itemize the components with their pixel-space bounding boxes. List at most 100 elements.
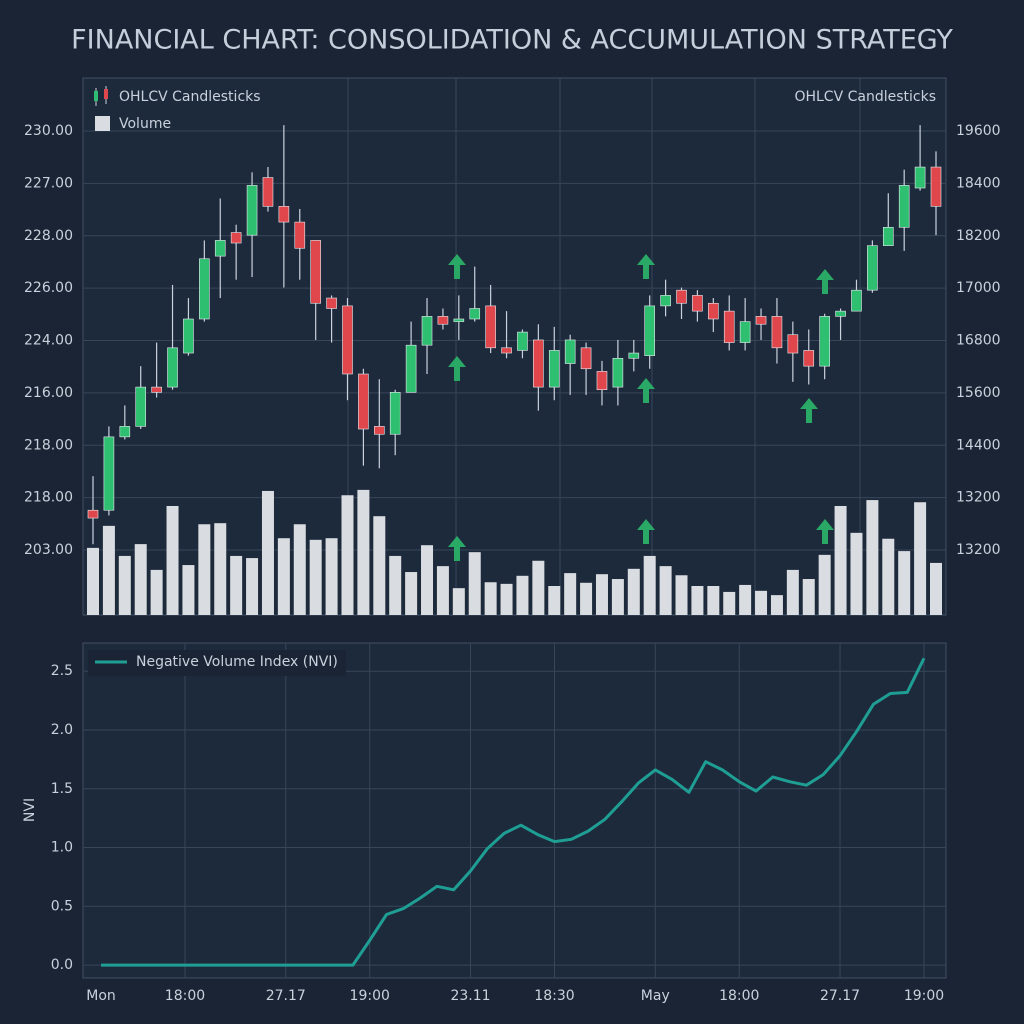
price-panel xyxy=(82,77,947,616)
volume-bar xyxy=(611,579,624,615)
candle-body xyxy=(755,316,767,325)
candle-body xyxy=(930,166,942,207)
volume-bar xyxy=(723,591,736,615)
candle-body xyxy=(787,334,799,354)
arrow xyxy=(800,398,818,423)
y-tick-label: 227.00 xyxy=(24,175,73,191)
volume-bar xyxy=(659,566,672,615)
y2-tick-label: 16800 xyxy=(956,333,1001,349)
volume-bar xyxy=(373,516,386,615)
candle-body xyxy=(246,185,258,236)
volume-bar xyxy=(770,595,783,615)
candle-body xyxy=(87,509,99,519)
volume-bar xyxy=(468,552,481,615)
candle-body xyxy=(898,185,910,228)
arrow xyxy=(816,519,834,544)
y-tick-label: 228.00 xyxy=(24,228,73,244)
candle-body xyxy=(548,350,560,388)
volume-bar xyxy=(914,502,927,615)
candle-body xyxy=(914,166,926,189)
volume-bar xyxy=(246,558,259,615)
arrow xyxy=(637,254,655,279)
volume-bar xyxy=(755,590,768,615)
x-tick-label: 27.17 xyxy=(820,988,860,1004)
volume-bar xyxy=(834,505,847,615)
volume-bar xyxy=(882,538,895,615)
candle-body xyxy=(596,371,608,391)
legend-swatch xyxy=(95,116,110,131)
volume-bar xyxy=(516,575,529,615)
x-tick-label: May xyxy=(641,988,670,1004)
y-tick-label: 0.0 xyxy=(51,957,73,973)
candle-body xyxy=(580,347,592,370)
volume-bar xyxy=(643,555,656,615)
volume-bar xyxy=(580,582,593,615)
candle-body xyxy=(803,350,815,367)
candle-body xyxy=(628,352,640,359)
legend-label: Negative Volume Index (NVI) xyxy=(136,654,338,670)
candle-body xyxy=(644,305,655,356)
volume-bar xyxy=(293,524,306,615)
y2-tick-label: 18400 xyxy=(956,175,1001,191)
volume-bar xyxy=(500,583,513,615)
volume-bar xyxy=(325,538,338,615)
volume-bar xyxy=(118,555,131,615)
legend: OHLCV Candlesticks Volume OHLCV Candlest… xyxy=(94,86,936,132)
legend-label: OHLCV Candlesticks xyxy=(119,89,261,105)
candle-body xyxy=(103,436,115,511)
volume-bar xyxy=(866,500,879,615)
candle-body xyxy=(739,321,751,343)
volume-bar xyxy=(357,489,370,615)
volume-bar xyxy=(818,554,831,615)
candle-body xyxy=(517,331,528,351)
legend-box xyxy=(88,650,346,676)
arrow xyxy=(637,378,655,403)
legend-label: Volume xyxy=(119,116,171,132)
volume-bar xyxy=(277,538,290,615)
candle-body xyxy=(374,426,385,435)
legend-icon xyxy=(104,89,108,99)
candle-body xyxy=(771,316,783,349)
candle-body xyxy=(358,373,369,430)
arrow xyxy=(448,254,466,279)
volume-bar xyxy=(850,532,863,615)
candle-body xyxy=(262,177,274,207)
candle-body xyxy=(835,310,846,317)
candle-body xyxy=(310,240,321,304)
x-tick-label: Mon xyxy=(86,988,116,1004)
volume-bar xyxy=(898,551,911,615)
candle-body xyxy=(692,295,703,312)
volume-bar xyxy=(627,568,640,615)
y2-tick-label: 17000 xyxy=(956,280,1001,296)
y-tick-label: 203.00 xyxy=(24,542,73,558)
volume-bar xyxy=(261,490,274,615)
volume-bar xyxy=(564,573,577,615)
y-tick-label: 1.0 xyxy=(51,840,73,856)
candle-body xyxy=(485,305,496,349)
candle-body xyxy=(676,289,687,304)
volume-bar xyxy=(214,523,227,615)
volume-bar xyxy=(230,555,243,615)
x-tick-label: 19:00 xyxy=(904,988,944,1004)
y-tick-label: 218.00 xyxy=(24,437,73,453)
marks xyxy=(87,125,942,967)
volume-bar xyxy=(436,566,449,615)
x-tick-label: 19:00 xyxy=(350,988,390,1004)
volume-bar xyxy=(389,555,402,615)
arrow xyxy=(448,356,466,381)
nvi-line xyxy=(101,657,926,967)
candle-body xyxy=(151,386,162,393)
volume-bar xyxy=(548,586,561,615)
volume-bar xyxy=(484,582,497,615)
volume-bar xyxy=(595,574,608,615)
volume-bar xyxy=(166,505,179,615)
candle-body xyxy=(135,386,147,427)
candle-body xyxy=(882,227,894,246)
y2-tick-label: 13200 xyxy=(956,490,1001,506)
y-tick-label: 224.00 xyxy=(24,333,73,349)
volume-bar xyxy=(182,565,195,615)
volume-bar xyxy=(421,545,434,615)
panel-label: OHLCV Candlesticks xyxy=(794,89,936,105)
volume-bar xyxy=(150,569,163,615)
